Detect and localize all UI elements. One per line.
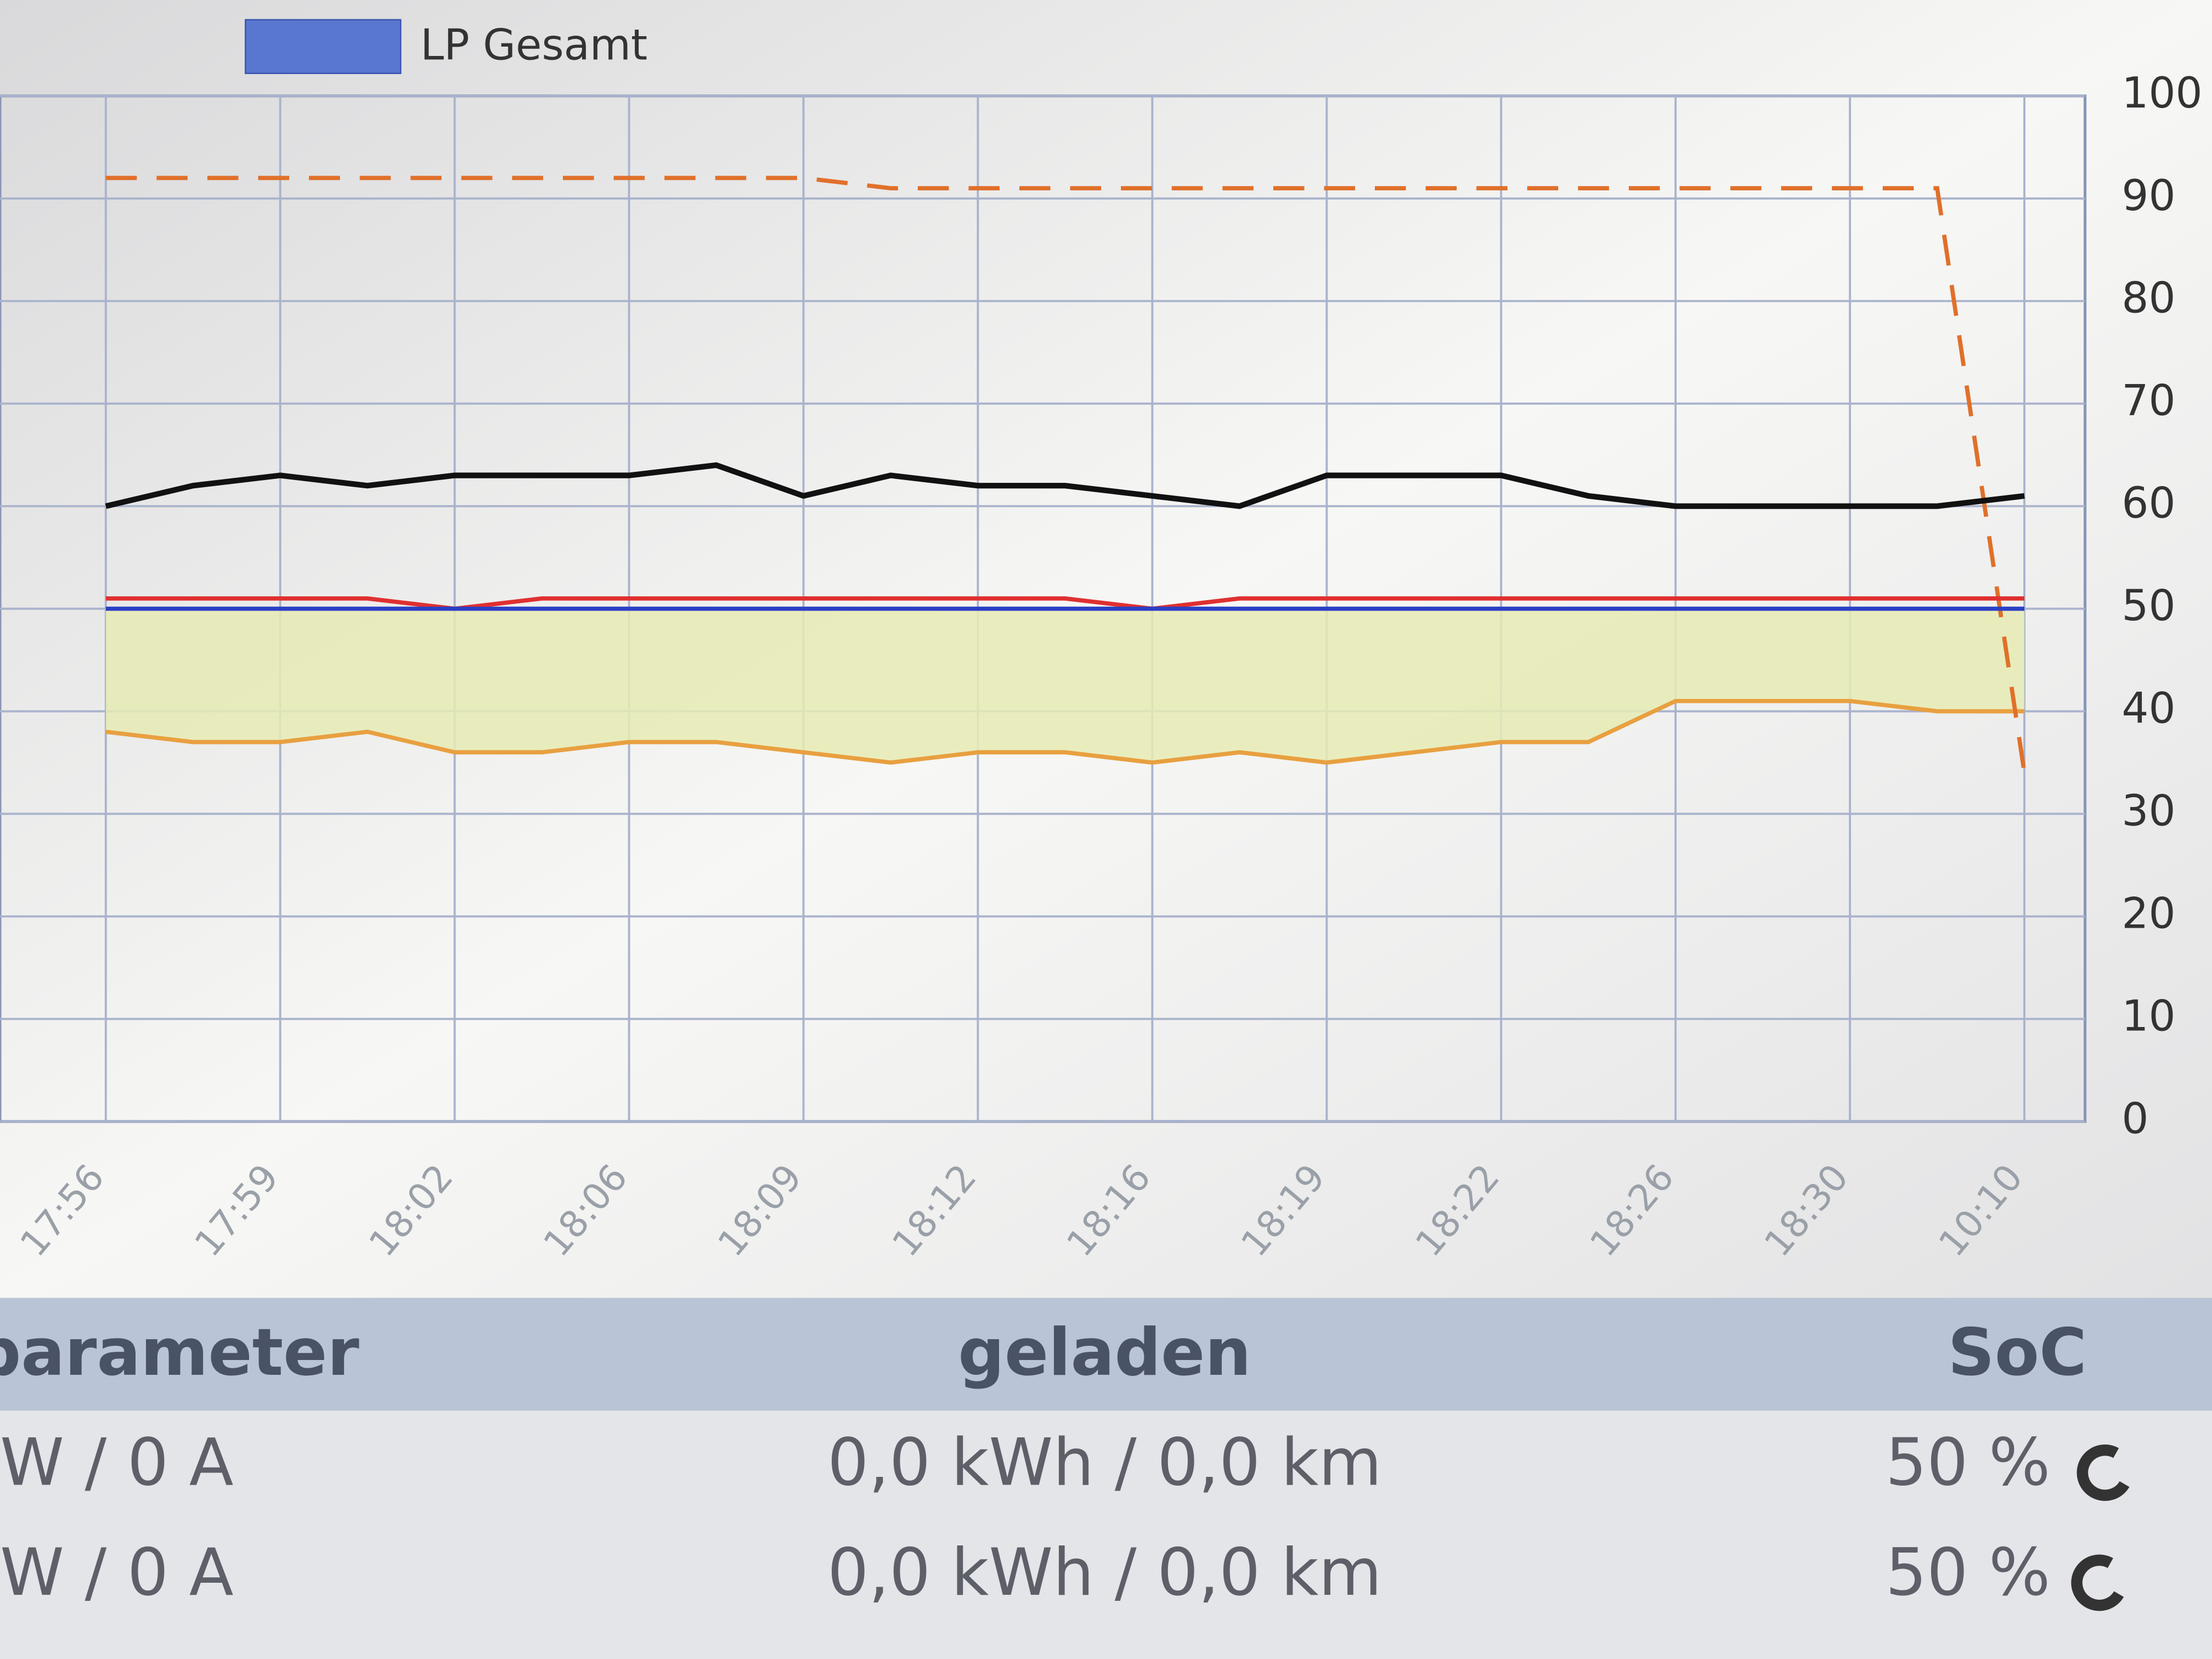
table-header: parameter xyxy=(0,1314,359,1390)
refresh-icon[interactable] xyxy=(2071,1554,2124,1611)
y-tick-label: 90 xyxy=(2121,171,2175,221)
table: parameter geladen SoC W / 0 A 0,0 kWh / 0,0 … xyxy=(0,1314,2087,1610)
table-cell: 0,0 kWh / 0,0 km xyxy=(827,1534,1381,1610)
y-tick-label: 50 xyxy=(2121,582,2175,631)
legend-label: LP Gesamt xyxy=(420,20,647,70)
y-tick-label: 0 xyxy=(2121,1094,2148,1143)
legend-swatch xyxy=(245,19,402,74)
table-body-bg xyxy=(0,1410,2212,1659)
y-tick-label: 30 xyxy=(2121,786,2175,836)
series-line xyxy=(105,462,2025,509)
table-header-bg xyxy=(0,1297,2212,1411)
table-cell: W / 0 A xyxy=(0,1534,234,1610)
table-cell: 0,0 kWh / 0,0 km xyxy=(827,1425,1381,1500)
y-tick-label: 20 xyxy=(2121,889,2175,938)
y-tick-label: 70 xyxy=(2121,376,2175,426)
series-line xyxy=(105,698,2025,765)
series-line xyxy=(105,176,2027,774)
area-fill xyxy=(105,608,2024,763)
y-tick-label: 10 xyxy=(2121,991,2175,1041)
table-header: geladen xyxy=(958,1314,1251,1390)
table-cell: 50 % xyxy=(1886,1425,2050,1500)
y-tick-label: 100 xyxy=(2121,69,2202,118)
y-tick-label: 80 xyxy=(2121,274,2175,323)
y-tick-label: 40 xyxy=(2121,684,2175,733)
table-cell: 50 % xyxy=(1886,1534,2050,1610)
series-line xyxy=(105,596,2025,611)
y-tick-label: 60 xyxy=(2121,479,2175,528)
table-cell: W / 0 A xyxy=(0,1425,234,1500)
table-header: SoC xyxy=(1948,1314,2087,1390)
refresh-icon[interactable] xyxy=(2076,1444,2130,1501)
